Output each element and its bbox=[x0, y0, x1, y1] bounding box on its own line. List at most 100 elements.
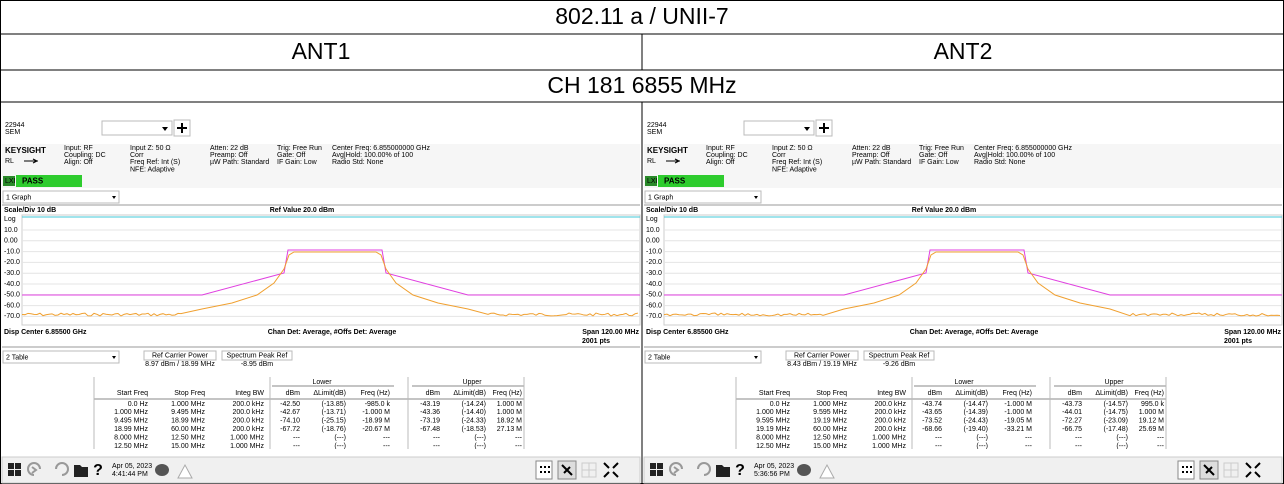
info-text: Coupling: DC bbox=[706, 152, 748, 159]
y-tick-label: -60.0 bbox=[646, 302, 662, 309]
info-text: Avg|Hold: 100.00% of 100 bbox=[974, 152, 1055, 159]
table-cell: -44.01 bbox=[1062, 409, 1082, 416]
limit-line bbox=[664, 249, 1282, 296]
table-cell: 19.12 M bbox=[1139, 418, 1164, 425]
info-text: Radio Std: None bbox=[974, 159, 1025, 166]
peak-ref-box bbox=[221, 350, 293, 361]
table-cell: 1.000 MHz bbox=[230, 443, 264, 450]
table-cell: -43.74 bbox=[922, 401, 942, 408]
pass-status: PASS bbox=[664, 177, 686, 186]
info-text: Freq Ref: Int (S) bbox=[130, 159, 180, 166]
hand-icon bbox=[1203, 464, 1215, 476]
ref-carrier-box bbox=[143, 350, 217, 361]
y-tick-label: -10.0 bbox=[4, 248, 20, 255]
table-cell: 200.0 kHz bbox=[874, 409, 906, 416]
table-cell: 200.0 kHz bbox=[232, 409, 264, 416]
table-cell: (-14.40) bbox=[461, 409, 486, 416]
y-tick-label: -20.0 bbox=[4, 259, 20, 266]
plus-icon bbox=[177, 123, 187, 133]
ref-value: Ref Value 20.0 dBm bbox=[912, 207, 977, 214]
table-cell: 200.0 kHz bbox=[874, 426, 906, 433]
grid-icon bbox=[1223, 462, 1239, 478]
info-text: Input Z: 50 Ω bbox=[772, 145, 813, 152]
channel-label: CH 181 6855 MHz bbox=[547, 72, 736, 98]
info-text: Trig: Free Run bbox=[919, 145, 964, 152]
table-cell: -43.19 bbox=[420, 401, 440, 408]
table-cell: 18.92 M bbox=[497, 418, 522, 425]
table-cell: --- bbox=[293, 443, 301, 450]
table-cell: (-14.39) bbox=[963, 409, 988, 416]
table-cell: (---) bbox=[1116, 434, 1128, 441]
y-tick-label: -70.0 bbox=[4, 313, 20, 320]
redo-icon bbox=[55, 462, 69, 476]
peak-ref-label: Spectrum Peak Ref bbox=[869, 352, 930, 359]
table-cell: -43.73 bbox=[1062, 401, 1082, 408]
info-text: Atten: 22 dB bbox=[852, 145, 891, 152]
table-dropdown bbox=[2, 350, 120, 364]
table-cell: 1.000 MHz bbox=[756, 409, 790, 416]
table-cell: 18.99 MHz bbox=[114, 426, 148, 433]
antenna-label: ANT2 bbox=[934, 38, 993, 64]
table-cell: 25.69 M bbox=[1139, 426, 1164, 433]
table-cell: --- bbox=[1157, 443, 1165, 450]
span-label: Span 120.00 MHz bbox=[582, 329, 639, 336]
table-cell: (---) bbox=[334, 443, 346, 450]
table-cell: (---) bbox=[976, 443, 988, 450]
column-header: Stop Freq bbox=[816, 390, 847, 397]
table-cell: (---) bbox=[474, 443, 486, 450]
brand: KEYSIGHT bbox=[5, 146, 46, 155]
disp-center: Disp Center 6.85500 GHz bbox=[646, 329, 729, 336]
taskbar bbox=[643, 456, 1283, 484]
table-cell: --- bbox=[1025, 434, 1033, 441]
table-cell: (-14.24) bbox=[461, 401, 486, 408]
dropdown-arrow bbox=[112, 196, 116, 199]
pass-status: PASS bbox=[22, 177, 44, 186]
result-table: Lower Upper Start Freq Stop Freq Integ BW dBm… bbox=[735, 377, 1167, 450]
info-text: Align: Off bbox=[64, 159, 93, 166]
table-cell: -72.27 bbox=[1062, 418, 1082, 425]
table-cell: (-23.09) bbox=[1103, 418, 1128, 425]
info-text: Input: RF bbox=[64, 145, 93, 152]
table-cell: -42.67 bbox=[280, 409, 300, 416]
disp-center: Disp Center 6.85500 GHz bbox=[4, 329, 87, 336]
table-cell: -42.50 bbox=[280, 401, 300, 408]
detector-label: Chan Det: Average, #Offs Det: Average bbox=[910, 329, 1039, 336]
table-cell: -1.000 M bbox=[1004, 409, 1032, 416]
group-header: Lower bbox=[954, 379, 974, 386]
info-text: µW Path: Standard bbox=[852, 159, 911, 166]
table-cell: --- bbox=[383, 443, 391, 450]
table-cell: -67.48 bbox=[420, 426, 440, 433]
y-tick-label: -60.0 bbox=[4, 302, 20, 309]
info-text: Preamp: Off bbox=[852, 152, 890, 159]
log-label: Log bbox=[646, 216, 658, 223]
pass-box bbox=[658, 175, 724, 187]
keypad-dots bbox=[540, 466, 550, 473]
lxi-box bbox=[3, 176, 15, 186]
y-tick-label: -20.0 bbox=[646, 259, 662, 266]
ref-value: Ref Value 20.0 dBm bbox=[270, 207, 335, 214]
info-text: Center Freq: 6.855000000 GHz bbox=[974, 145, 1073, 152]
warning-icon bbox=[819, 463, 835, 479]
table-cell: -1.000 M bbox=[362, 409, 390, 416]
table-cell: 0.0 Hz bbox=[128, 401, 149, 408]
table-cell: --- bbox=[293, 434, 301, 441]
table-cell: --- bbox=[433, 443, 441, 450]
chat-icon bbox=[797, 464, 811, 476]
column-header: Integ BW bbox=[235, 390, 264, 397]
table-cell: -33.21 M bbox=[1004, 426, 1032, 433]
peak-ref-label: Spectrum Peak Ref bbox=[227, 352, 288, 359]
ref-carrier-label: Ref Carrier Power bbox=[152, 352, 209, 359]
table-cell: -74.10 bbox=[280, 418, 300, 425]
screen-id: 22944 bbox=[647, 122, 667, 129]
undo-icon bbox=[27, 462, 41, 476]
table-cell: --- bbox=[935, 434, 943, 441]
table-cell: (-14.75) bbox=[1103, 409, 1128, 416]
table-cell: 15.00 MHz bbox=[813, 443, 847, 450]
info-text: Coupling: DC bbox=[64, 152, 106, 159]
mode-label: SEM bbox=[5, 129, 20, 136]
info-text: Input Z: 50 Ω bbox=[130, 145, 171, 152]
table-cell: 19.19 MHz bbox=[813, 418, 847, 425]
info-text: Preamp: Off bbox=[210, 152, 248, 159]
log-label: Log bbox=[4, 216, 16, 223]
